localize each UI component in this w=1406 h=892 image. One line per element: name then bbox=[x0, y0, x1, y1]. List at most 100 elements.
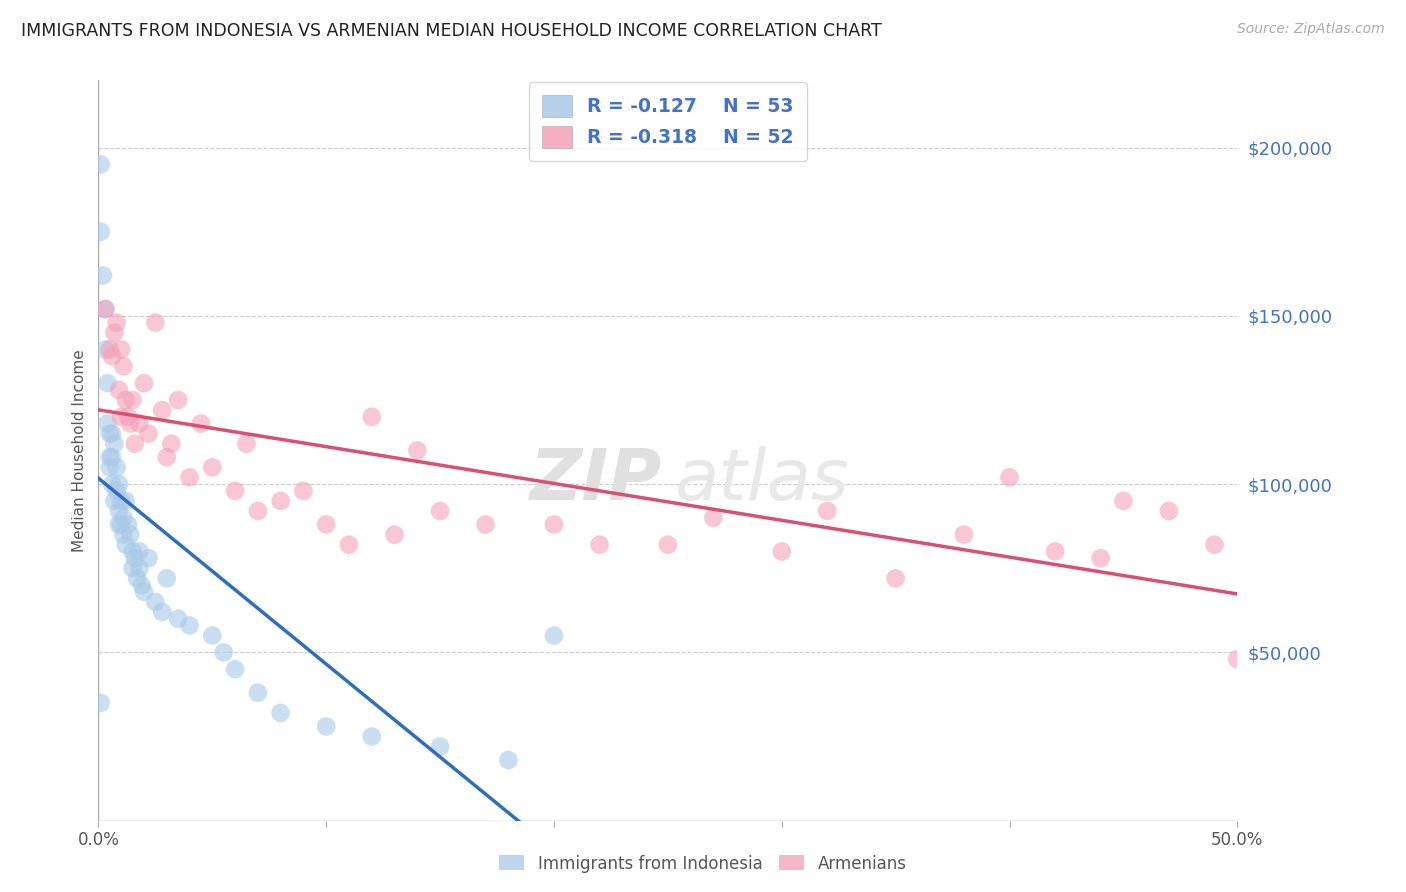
Point bbox=[124, 551, 146, 566]
Point bbox=[384, 527, 406, 541]
Legend: R = -0.127    N = 53, R = -0.318    N = 52: R = -0.127 N = 53, R = -0.318 N = 52 bbox=[529, 82, 807, 161]
Text: atlas: atlas bbox=[673, 446, 848, 515]
Point bbox=[156, 450, 179, 465]
Point bbox=[138, 426, 160, 441]
Point bbox=[112, 527, 135, 541]
Point bbox=[270, 494, 292, 508]
Point bbox=[108, 477, 131, 491]
Point bbox=[128, 544, 150, 558]
Point bbox=[96, 376, 118, 391]
Point bbox=[90, 157, 112, 171]
Point bbox=[588, 538, 610, 552]
Text: Source: ZipAtlas.com: Source: ZipAtlas.com bbox=[1237, 22, 1385, 37]
Point bbox=[127, 571, 149, 585]
Point bbox=[292, 483, 315, 498]
Point bbox=[110, 517, 132, 532]
Point bbox=[132, 584, 155, 599]
Point bbox=[98, 460, 121, 475]
Point bbox=[167, 392, 190, 407]
Point bbox=[179, 470, 201, 484]
Point bbox=[94, 343, 117, 357]
Point bbox=[315, 517, 337, 532]
Point bbox=[110, 409, 132, 424]
Point bbox=[101, 450, 124, 465]
Point bbox=[190, 417, 212, 431]
Point bbox=[474, 517, 496, 532]
Point bbox=[150, 605, 173, 619]
Point bbox=[124, 436, 146, 450]
Point bbox=[101, 349, 124, 363]
Point bbox=[121, 561, 143, 575]
Point bbox=[110, 494, 132, 508]
Point bbox=[101, 477, 124, 491]
Point bbox=[1043, 544, 1066, 558]
Point bbox=[98, 343, 121, 357]
Point bbox=[150, 403, 173, 417]
Point bbox=[103, 494, 125, 508]
Point bbox=[94, 302, 117, 317]
Point bbox=[1112, 494, 1135, 508]
Point bbox=[114, 494, 136, 508]
Text: ZIP: ZIP bbox=[530, 446, 662, 515]
Point bbox=[90, 225, 112, 239]
Point bbox=[121, 392, 143, 407]
Point bbox=[160, 436, 183, 450]
Point bbox=[201, 628, 224, 642]
Point bbox=[103, 436, 125, 450]
Point bbox=[201, 460, 224, 475]
Point bbox=[815, 504, 838, 518]
Point bbox=[112, 510, 135, 524]
Point bbox=[98, 426, 121, 441]
Point bbox=[117, 517, 139, 532]
Point bbox=[114, 538, 136, 552]
Point bbox=[406, 443, 429, 458]
Point bbox=[105, 460, 128, 475]
Point bbox=[543, 517, 565, 532]
Point bbox=[98, 450, 121, 465]
Point bbox=[112, 359, 135, 374]
Point bbox=[121, 544, 143, 558]
Point bbox=[337, 538, 360, 552]
Point bbox=[120, 527, 142, 541]
Point bbox=[128, 417, 150, 431]
Point bbox=[429, 504, 451, 518]
Point bbox=[96, 417, 118, 431]
Point bbox=[117, 409, 139, 424]
Point bbox=[167, 612, 190, 626]
Text: IMMIGRANTS FROM INDONESIA VS ARMENIAN MEDIAN HOUSEHOLD INCOME CORRELATION CHART: IMMIGRANTS FROM INDONESIA VS ARMENIAN ME… bbox=[21, 22, 882, 40]
Point bbox=[1157, 504, 1180, 518]
Point bbox=[105, 316, 128, 330]
Point bbox=[156, 571, 179, 585]
Point bbox=[429, 739, 451, 754]
Point bbox=[108, 504, 131, 518]
Point bbox=[1090, 551, 1112, 566]
Point bbox=[770, 544, 793, 558]
Point bbox=[108, 383, 131, 397]
Point bbox=[138, 551, 160, 566]
Point bbox=[235, 436, 257, 450]
Point bbox=[702, 510, 724, 524]
Point bbox=[105, 483, 128, 498]
Point bbox=[110, 343, 132, 357]
Point bbox=[101, 426, 124, 441]
Point bbox=[543, 628, 565, 642]
Point bbox=[498, 753, 520, 767]
Point bbox=[179, 618, 201, 632]
Point bbox=[145, 595, 167, 609]
Point bbox=[91, 268, 114, 283]
Point bbox=[103, 326, 125, 340]
Point bbox=[657, 538, 679, 552]
Point bbox=[94, 302, 117, 317]
Point bbox=[131, 578, 153, 592]
Point bbox=[360, 409, 382, 424]
Point bbox=[270, 706, 292, 720]
Point bbox=[212, 645, 235, 659]
Point bbox=[246, 504, 269, 518]
Y-axis label: Median Household Income: Median Household Income bbox=[72, 349, 87, 552]
Point bbox=[224, 483, 246, 498]
Point bbox=[145, 316, 167, 330]
Legend: Immigrants from Indonesia, Armenians: Immigrants from Indonesia, Armenians bbox=[492, 848, 914, 880]
Point bbox=[114, 392, 136, 407]
Point bbox=[108, 517, 131, 532]
Point bbox=[224, 662, 246, 676]
